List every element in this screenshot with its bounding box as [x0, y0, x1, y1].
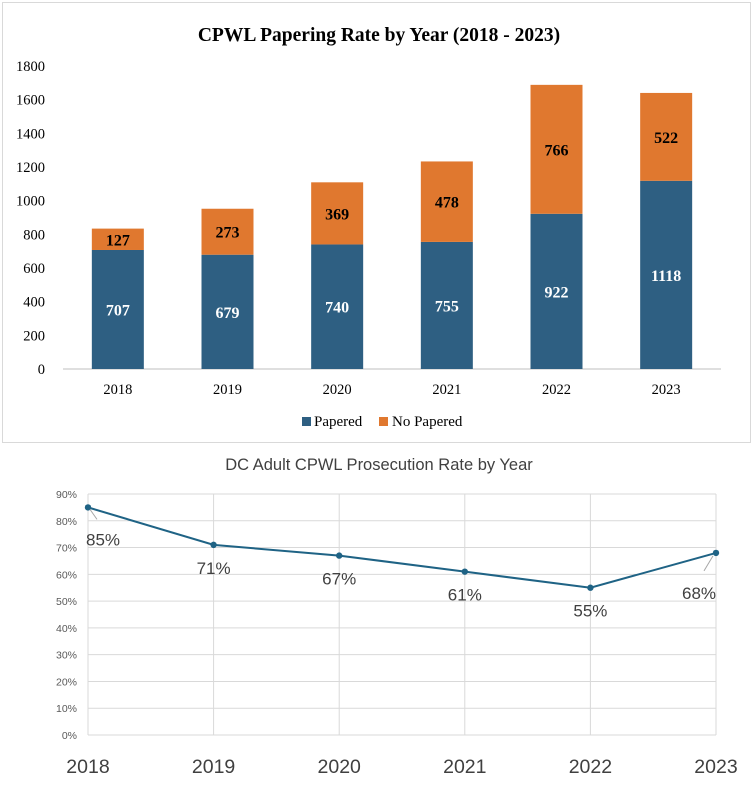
bar-papered-2019	[201, 254, 254, 369]
x-tick-label: 2023	[694, 756, 737, 778]
y-tick-label: 30%	[56, 650, 77, 662]
leader-line	[89, 509, 98, 520]
data-label-2021: 61%	[448, 586, 482, 605]
legend-label-papered: Papered	[314, 414, 363, 430]
line-chart-series	[84, 504, 720, 591]
y-tick-label: 1600	[16, 93, 45, 109]
bar-papered-2023	[640, 180, 693, 369]
legend-swatch-no-papered	[379, 417, 388, 426]
data-label-2018: 85%	[86, 530, 120, 549]
x-tick-label: 2021	[443, 756, 486, 778]
bar-papered-2022	[530, 213, 583, 369]
bar-chart-legend: Papered No Papered	[302, 414, 463, 430]
bar-chart-title: CPWL Papering Rate by Year (2018 - 2023)	[198, 25, 560, 46]
data-label-2020: 67%	[322, 570, 356, 589]
data-label-papered-2020: 740	[325, 300, 349, 317]
bar-chart-x-axis: 2018 2019 2020 2021 2022 2023	[103, 382, 680, 398]
leader-line	[703, 555, 714, 572]
data-label-no-papered-2019: 273	[216, 225, 240, 242]
x-tick-label: 2018	[103, 382, 132, 398]
data-label-papered-2022: 922	[545, 284, 569, 301]
y-tick-label: 1200	[16, 160, 45, 176]
y-tick-label: 80%	[56, 516, 77, 528]
data-point-2018	[84, 504, 92, 511]
x-tick-label: 2022	[569, 756, 612, 778]
x-tick-label: 2019	[213, 382, 242, 398]
data-point-2019	[210, 541, 217, 549]
data-label-no-papered-2020: 369	[325, 206, 349, 223]
bar-no-papered-2018	[91, 228, 144, 250]
y-tick-label: 10%	[56, 703, 77, 715]
bar-no-papered-2020	[311, 182, 364, 245]
y-tick-label: 90%	[56, 489, 77, 501]
data-label-no-papered-2023: 522	[654, 130, 678, 147]
prosecution-rate-line	[87, 506, 717, 589]
y-tick-label: 50%	[56, 596, 77, 608]
data-point-2023	[712, 549, 720, 557]
data-point-2022	[587, 584, 594, 591]
data-label-no-papered-2022: 766	[545, 142, 569, 159]
x-tick-label: 2022	[542, 382, 571, 398]
data-label-2019: 71%	[197, 559, 231, 578]
line-chart-title: DC Adult CPWL Prosecution Rate by Year	[225, 456, 533, 474]
x-tick-label: 2020	[318, 756, 362, 778]
papering-rate-chart-panel: CPWL Papering Rate by Year (2018 - 2023)…	[2, 2, 751, 443]
bar-papered-2021	[420, 241, 473, 369]
line-chart-gridlines	[87, 493, 717, 736]
data-label-papered-2019: 679	[216, 305, 240, 322]
x-tick-label: 2018	[66, 756, 109, 778]
y-tick-label: 0%	[62, 730, 77, 742]
y-tick-label: 400	[23, 295, 45, 311]
y-tick-label: 1000	[16, 194, 45, 210]
data-label-papered-2023: 1118	[651, 268, 681, 285]
bar-papered-2018	[91, 249, 144, 369]
y-tick-label: 20%	[56, 676, 77, 688]
papering-rate-chart: CPWL Papering Rate by Year (2018 - 2023)…	[16, 25, 721, 430]
prosecution-rate-chart: DC Adult CPWL Prosecution Rate by Year 0…	[56, 456, 738, 778]
bar-papered-2020	[311, 244, 364, 369]
legend-swatch-papered	[302, 417, 311, 426]
data-label-2023: 68%	[682, 584, 716, 603]
bar-no-papered-2022	[530, 84, 583, 214]
bar-chart-y-axis: 0 200 400 600 800 1000 1200 1400 1600 1800	[16, 59, 45, 378]
y-tick-label: 70%	[56, 543, 77, 555]
x-tick-label: 2023	[652, 382, 681, 398]
legend-label-no-papered: No Papered	[392, 414, 463, 430]
bar-chart-bars: 707 127 679 273 740 369 755 478 922 766 1118 522	[91, 84, 693, 369]
line-chart-x-axis: 2018 2019 2020 2021 2022 2023	[66, 756, 737, 778]
data-point-2021	[461, 568, 468, 575]
x-tick-label: 2021	[432, 382, 461, 398]
x-tick-label: 2019	[192, 756, 235, 778]
y-tick-label: 800	[23, 227, 45, 243]
bar-no-papered-2019	[201, 208, 254, 255]
y-tick-label: 0	[38, 362, 45, 378]
x-tick-label: 2020	[323, 382, 352, 398]
data-label-papered-2021: 755	[435, 298, 459, 315]
bar-no-papered-2023	[640, 92, 693, 181]
line-chart-y-axis: 0% 10% 20% 30% 40% 50% 60% 70% 80% 90%	[56, 489, 77, 742]
data-label-no-papered-2021: 478	[435, 195, 459, 212]
y-tick-label: 200	[23, 328, 45, 344]
line-chart-data-labels: 85% 71% 67% 61% 55% 68%	[86, 509, 716, 621]
y-tick-label: 1800	[16, 59, 45, 75]
prosecution-rate-chart-panel: DC Adult CPWL Prosecution Rate by Year 0…	[0, 448, 753, 795]
y-tick-label: 600	[23, 261, 45, 277]
bar-no-papered-2021	[420, 161, 473, 242]
y-tick-label: 1400	[16, 126, 45, 142]
data-label-no-papered-2018: 127	[106, 232, 130, 249]
data-label-2022: 55%	[573, 602, 607, 621]
y-tick-label: 40%	[56, 623, 77, 635]
data-label-papered-2018: 707	[106, 302, 130, 319]
y-tick-label: 60%	[56, 569, 77, 581]
data-point-2020	[336, 552, 343, 559]
